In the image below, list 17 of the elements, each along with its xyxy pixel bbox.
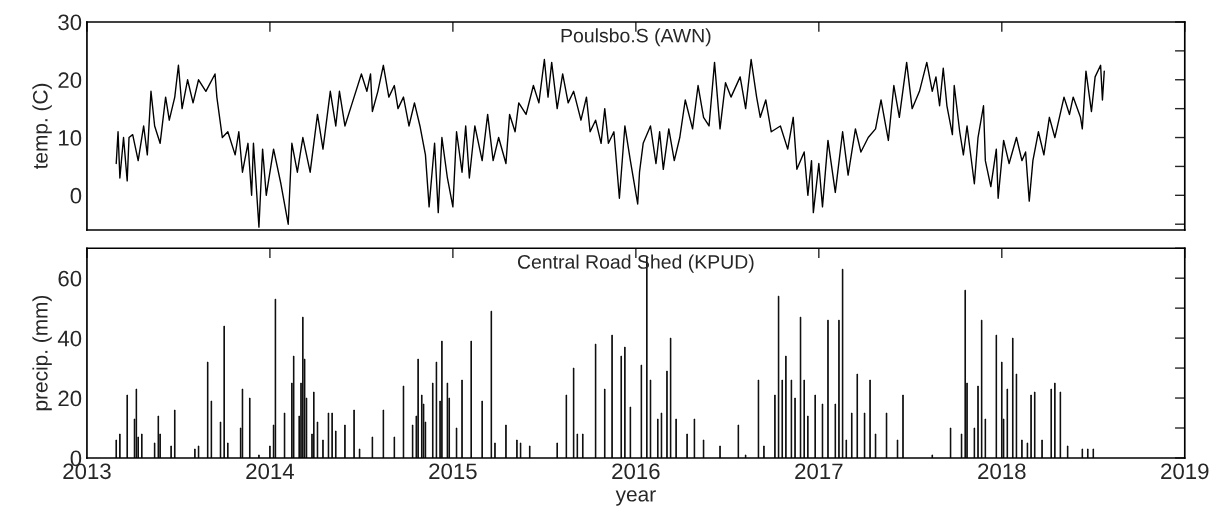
x-axis-title: year: [615, 490, 656, 506]
y-tick-label: 60: [58, 270, 82, 287]
x-tick-label: 2016: [612, 463, 660, 480]
y-tick-label: 0: [70, 187, 82, 204]
x-tick-label: 2019: [1161, 463, 1209, 480]
y-tick-label: 30: [58, 14, 82, 31]
x-tick-label: 2018: [978, 463, 1026, 480]
y-tick-label: 20: [58, 72, 82, 89]
x-tick-label: 2017: [795, 463, 843, 480]
y-axis-title: precip. (mm): [32, 295, 52, 411]
x-tick-label: 2014: [246, 463, 294, 480]
y-tick-label: 20: [58, 390, 82, 407]
y-tick-label: 40: [57, 330, 82, 347]
y-axis-title: temp. (C): [32, 83, 52, 170]
chart-title: Poulsbo.S (AWN): [561, 28, 711, 47]
x-tick-label: 2015: [429, 463, 477, 480]
y-tick-label: 10: [59, 130, 82, 146]
